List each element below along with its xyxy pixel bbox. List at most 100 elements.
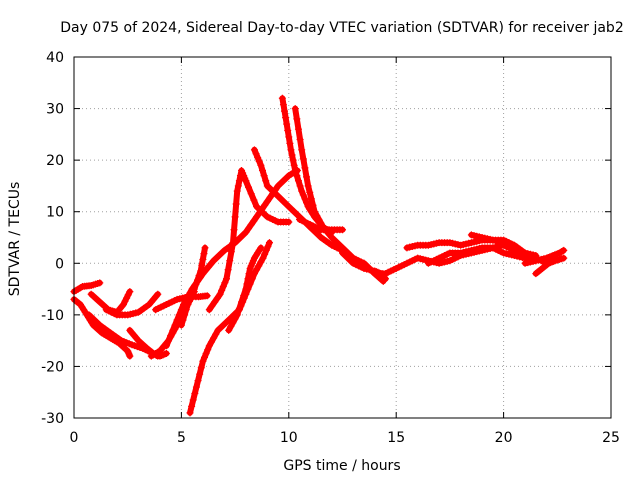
data-point (204, 346, 212, 354)
data-point (198, 261, 206, 269)
data-point (226, 257, 234, 265)
chart-title: Day 075 of 2024, Sidereal Day-to-day VTE… (60, 20, 623, 36)
data-point (200, 353, 208, 361)
data-point (545, 259, 553, 267)
data-point (285, 218, 293, 226)
data-point (252, 150, 260, 158)
x-tick-label: 0 (70, 430, 79, 446)
data-point (283, 120, 291, 128)
data-point (559, 247, 567, 255)
series-track-25 (532, 254, 568, 278)
data-point (201, 244, 209, 252)
data-point (307, 195, 315, 203)
data-point (264, 243, 272, 251)
data-point (265, 239, 273, 247)
data-point (253, 266, 261, 274)
series-track-13 (225, 244, 265, 334)
data-point (291, 105, 299, 113)
data-point (306, 188, 314, 196)
data-point (258, 166, 266, 174)
data-point (210, 334, 218, 342)
data-point (548, 258, 556, 266)
data-point (196, 370, 204, 378)
data-point (293, 115, 301, 123)
data-point (180, 301, 188, 309)
y-axis-label: SDTVAR / TECUs (7, 182, 23, 297)
data-point (262, 246, 270, 254)
data-point (317, 219, 325, 227)
data-point (250, 196, 258, 204)
data-point (254, 154, 262, 162)
data-point (212, 330, 220, 338)
data-point (287, 146, 295, 154)
data-point (289, 156, 297, 164)
data-point (200, 250, 208, 258)
data-point (250, 146, 258, 154)
data-point (296, 136, 304, 144)
data-point (199, 255, 207, 263)
data-point (242, 177, 250, 185)
x-tick-label: 20 (495, 430, 513, 446)
data-point (230, 226, 238, 234)
data-point (284, 126, 292, 134)
data-point (250, 217, 258, 225)
y-tick-label: 30 (46, 102, 64, 118)
data-point (285, 133, 293, 141)
data-point (96, 279, 104, 287)
data-point (232, 200, 240, 208)
data-point (560, 254, 568, 262)
data-point (191, 281, 199, 289)
y-tick-label: 0 (55, 256, 64, 272)
y-tick-label: 20 (46, 153, 64, 169)
data-point (257, 244, 265, 252)
data-point (234, 182, 242, 190)
data-point (311, 208, 319, 216)
data-point (205, 342, 213, 350)
data-point (202, 350, 210, 358)
data-point (123, 294, 131, 302)
data-point (550, 257, 558, 265)
data-point (253, 213, 261, 221)
data-point (247, 221, 255, 229)
data-point (207, 338, 215, 346)
data-point (184, 293, 192, 301)
y-tick-label: 10 (46, 205, 64, 221)
data-point (199, 357, 207, 365)
data-point (243, 280, 251, 288)
data-point (255, 262, 263, 270)
data-point (242, 285, 250, 293)
grid (74, 57, 611, 418)
data-point (293, 172, 301, 180)
data-point (154, 290, 162, 298)
data-point (546, 259, 554, 267)
data-point (223, 275, 231, 283)
data-point (194, 377, 202, 385)
data-point (560, 246, 568, 254)
x-tick-label: 5 (177, 430, 186, 446)
data-point (257, 258, 265, 266)
data-point (179, 316, 187, 324)
data-point (245, 183, 253, 191)
data-point (119, 301, 127, 309)
data-point (301, 195, 309, 203)
y-tick-label: -10 (41, 308, 64, 324)
data-point (75, 299, 83, 307)
data-point (171, 321, 179, 329)
data-point (188, 285, 196, 293)
data-point (235, 177, 243, 185)
data-point (238, 298, 246, 306)
data-point (288, 151, 296, 159)
data-point (126, 288, 134, 296)
data-point (282, 114, 290, 122)
data-point (303, 199, 311, 207)
data-point (216, 290, 224, 298)
data-point (242, 228, 250, 236)
data-point (173, 316, 181, 324)
data-point (231, 315, 239, 323)
x-tick-label: 25 (602, 430, 620, 446)
data-point (278, 94, 286, 102)
data-point (175, 311, 183, 319)
data-point (218, 286, 226, 294)
data-point (221, 279, 229, 287)
data-point (227, 322, 235, 330)
